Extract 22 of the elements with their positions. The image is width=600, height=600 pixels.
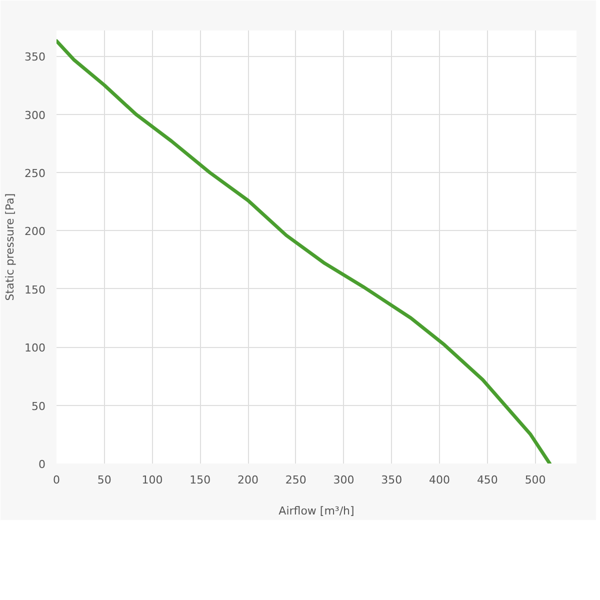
y-tick-label: 250: [24, 167, 46, 180]
x-tick-label: 400: [429, 474, 450, 486]
y-tick-label: 50: [32, 400, 46, 413]
y-axis-title: Static pressure [Pa]: [4, 193, 17, 301]
x-tick-label: 150: [190, 474, 211, 486]
x-tick-label: 200: [238, 474, 259, 486]
y-tick-label: 300: [24, 108, 46, 122]
y-tick-label: 350: [24, 50, 46, 64]
x-tick-label: 100: [142, 474, 163, 486]
x-axis-title: Airflow [m³/h]: [278, 504, 354, 518]
y-tick-label: 150: [24, 283, 46, 296]
y-tick-label: 100: [24, 342, 46, 355]
x-tick-label: 50: [97, 474, 112, 486]
x-tick-label: 500: [524, 474, 546, 486]
line-series: [56, 39, 552, 464]
x-tick-label: 450: [476, 474, 498, 486]
y-tick-label: 200: [24, 225, 46, 238]
x-tick-label: 300: [333, 474, 354, 486]
x-tick-label: 350: [381, 474, 402, 486]
x-tick-label: 0: [53, 474, 60, 486]
x-tick-label: 250: [285, 474, 306, 486]
y-tick-label: 0: [38, 458, 46, 471]
